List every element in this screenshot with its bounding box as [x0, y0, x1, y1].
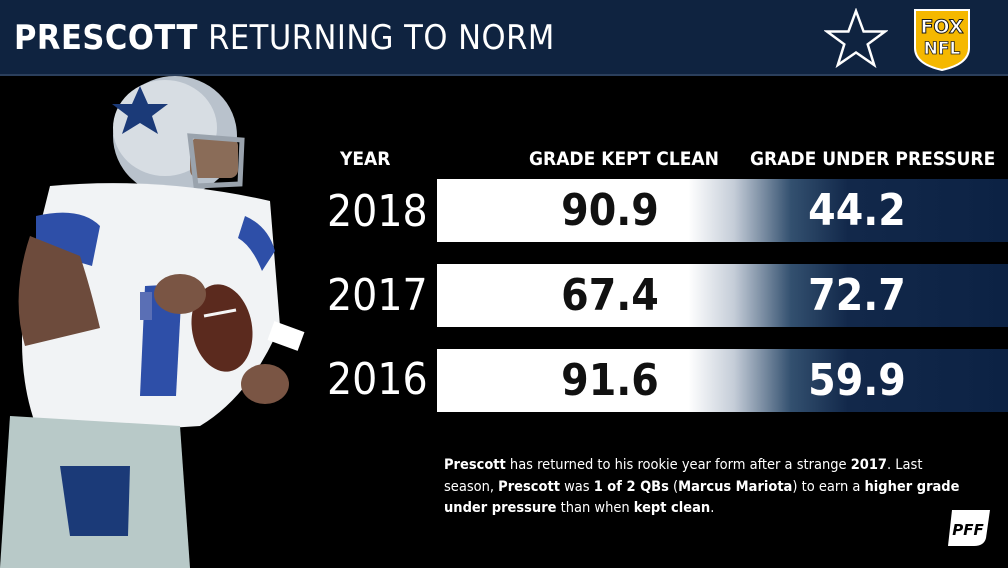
under-pressure-grade: 44.2: [808, 185, 906, 236]
kept-clean-grade: 67.4: [561, 270, 659, 321]
pff-text: PFF: [952, 521, 984, 539]
stat-row: 90.9 44.2: [437, 179, 1008, 242]
under-pressure-column-header: GRADE UNDER PRESSURE: [750, 148, 996, 170]
under-pressure-grade: 59.9: [808, 355, 906, 406]
stat-row: 67.4 72.7: [437, 264, 1008, 327]
fox-nfl-logo: FOX NFL: [914, 9, 970, 72]
year-label: 2017: [327, 270, 428, 321]
stat-row: 91.6 59.9: [437, 349, 1008, 412]
kept-clean-column-header: GRADE KEPT CLEAN: [529, 148, 719, 170]
pff-logo: PFF: [948, 510, 990, 546]
nfl-text: NFL: [924, 39, 961, 59]
summary-note: Prescott has returned to his rookie year…: [444, 457, 960, 516]
kept-clean-grade: 90.9: [561, 185, 659, 236]
year-column-header: YEAR: [340, 148, 391, 170]
year-label: 2018: [327, 186, 428, 237]
year-label: 2016: [327, 354, 428, 405]
title-subtitle: RETURNING TO NORM: [208, 18, 555, 58]
page-title: PRESCOTT RETURNING TO NORM: [14, 14, 555, 62]
title-name: PRESCOTT: [14, 18, 198, 58]
cowboys-star-icon: [824, 8, 888, 69]
fox-text: FOX: [920, 16, 963, 38]
under-pressure-grade: 72.7: [808, 270, 906, 321]
kept-clean-grade: 91.6: [561, 355, 659, 406]
player-photo: [0, 76, 305, 568]
header-bar: PRESCOTT RETURNING TO NORM FOX NFL: [0, 0, 1008, 76]
